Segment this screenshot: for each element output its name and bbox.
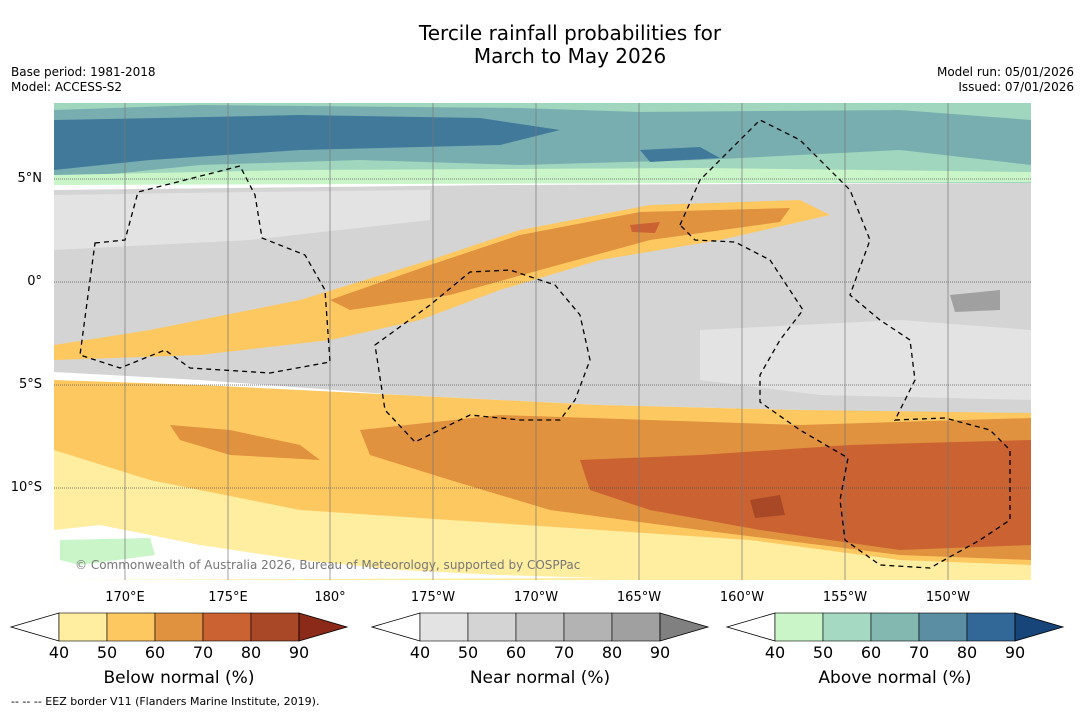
colorbar-above-label: Above normal (%): [818, 668, 972, 688]
tick-near-80: 80: [601, 643, 623, 662]
lon-label-175w: 175°W: [410, 590, 456, 605]
title-line-2: March to May 2026: [473, 44, 667, 68]
tick-below-40: 40: [48, 643, 70, 662]
lon-label-170e: 170°E: [105, 590, 145, 605]
tick-near-40: 40: [409, 643, 431, 662]
tick-above-90: 90: [1004, 643, 1026, 662]
map-area: [54, 103, 1031, 580]
tick-near-60: 60: [505, 643, 527, 662]
colorbar-near-label: Near normal (%): [469, 668, 611, 688]
eez-footer-note: -- -- -- EEZ border V11 (Flanders Marine…: [11, 695, 320, 708]
lon-label-160w: 160°W: [719, 590, 765, 605]
tick-below-50: 50: [96, 643, 118, 662]
lat-label-5s: 5°S: [18, 377, 42, 392]
tick-below-70: 70: [192, 643, 214, 662]
map-title: Tercile rainfall probabilities for March…: [0, 22, 1085, 68]
tick-below-90: 90: [288, 643, 310, 662]
tick-near-90: 90: [649, 643, 671, 662]
tick-above-40: 40: [764, 643, 786, 662]
graticule: [54, 178, 1031, 489]
tick-near-70: 70: [553, 643, 575, 662]
lon-label-180: 180°: [314, 590, 346, 605]
tick-near-50: 50: [457, 643, 479, 662]
model-run: Model run: 05/01/2026: [936, 65, 1074, 79]
lon-label-170w: 170°W: [513, 590, 559, 605]
issued-date: Issued: 07/01/2026: [958, 80, 1074, 94]
tick-below-80: 80: [240, 643, 262, 662]
lat-label-5n: 5°N: [17, 171, 43, 186]
title-line-1: Tercile rainfall probabilities for: [418, 21, 722, 45]
copyright-notice: © Commonwealth of Australia 2026, Bureau…: [75, 558, 581, 572]
colorbar-above: [725, 612, 1065, 642]
lon-label-150w: 150°W: [925, 590, 971, 605]
eez-borders: [79, 119, 1011, 569]
lon-label-175e: 175°E: [208, 590, 248, 605]
colorbar-below-label: Below normal (%): [103, 668, 255, 688]
colorbar-near: [370, 612, 710, 642]
meta-left: Base period: 1981-2018 Model: ACCESS-S2: [11, 65, 156, 95]
tick-above-50: 50: [812, 643, 834, 662]
model-name: Model: ACCESS-S2: [11, 80, 123, 94]
lon-label-165w: 165°W: [616, 590, 662, 605]
base-period: Base period: 1981-2018: [11, 65, 156, 79]
colorbar-below: [9, 612, 349, 642]
meta-right: Model run: 05/01/2026 Issued: 07/01/2026: [937, 65, 1074, 95]
tick-below-60: 60: [144, 643, 166, 662]
lat-label-10s: 10°S: [10, 480, 42, 495]
tick-above-70: 70: [908, 643, 930, 662]
tick-above-60: 60: [860, 643, 882, 662]
lon-label-155w: 155°W: [822, 590, 868, 605]
lat-label-0: 0°: [27, 274, 42, 289]
tick-above-80: 80: [956, 643, 978, 662]
